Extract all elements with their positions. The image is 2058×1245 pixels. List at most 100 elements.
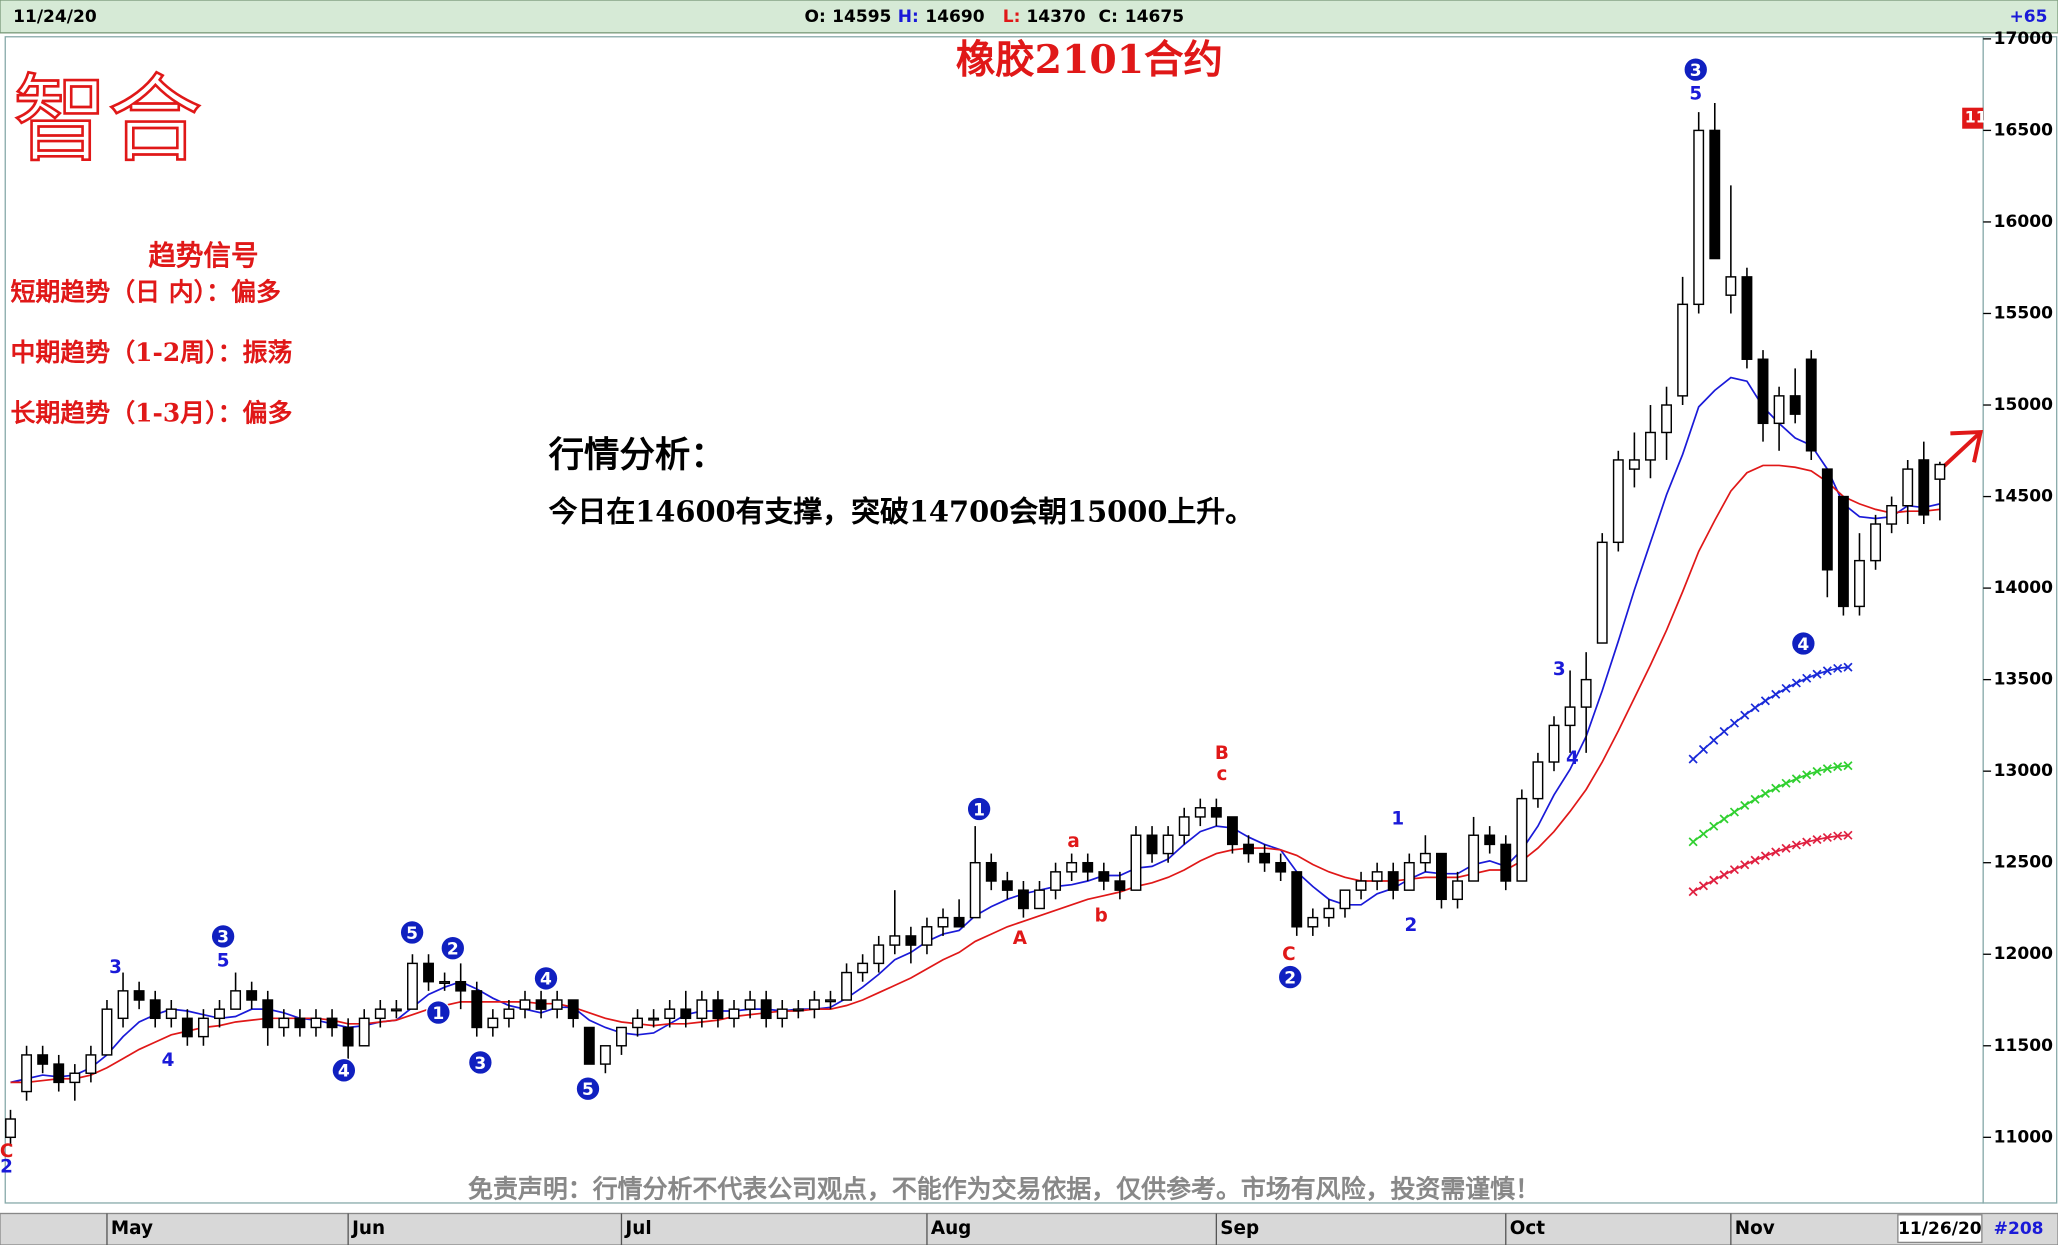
candle-body (1130, 834, 1142, 891)
disclaimer: 免责声明：行情分析不代表公司观点，不能作为交易依据，仅供参考。市场有风险，投资需… (468, 1175, 1540, 1204)
candle-body (1837, 495, 1849, 608)
candle-body (1677, 303, 1689, 397)
wave-label: 5 (217, 950, 230, 971)
price-flag-box (1962, 107, 1984, 129)
wave-label: 5 (582, 1080, 594, 1100)
candle-body (1532, 761, 1544, 800)
candle-body (85, 1054, 97, 1074)
candle-body (712, 999, 724, 1020)
header-bar (0, 0, 2058, 34)
candle-body (937, 916, 949, 928)
wave-marker (210, 923, 236, 949)
analysis-text: 今日在14600有支撑，突破14700会朝15000上升。 (549, 494, 1254, 528)
candle-body (278, 1017, 290, 1029)
wave-marker (533, 965, 559, 991)
wave-label: 5 (406, 924, 418, 944)
wave-label: C (1282, 944, 1295, 965)
candle-body (1821, 468, 1833, 571)
candle-body (985, 861, 997, 882)
trend-arrow (1941, 429, 1984, 469)
quote-value: 14370 (1026, 7, 1085, 27)
signal-line: 长期趋势（1-3月）：偏多 (11, 398, 293, 427)
candle-body (1452, 880, 1463, 901)
candle-body (423, 962, 434, 983)
y-tick-label: 11500 (1994, 1036, 2053, 1056)
price-flag: 11 (1965, 108, 1987, 127)
wave-marker (425, 1000, 451, 1026)
candle-body (1773, 395, 1785, 425)
candle-body (149, 999, 161, 1020)
candle-body (1243, 843, 1254, 855)
wave-label: 4 (338, 1062, 350, 1082)
candle-body (1178, 816, 1190, 836)
candle-body (1194, 807, 1206, 818)
analysis-title: 行情分析： (549, 435, 726, 476)
quote-label: H: (898, 7, 919, 27)
wave-marker (1683, 57, 1709, 83)
candle-body (808, 999, 820, 1010)
quote-value: 14595 (832, 7, 891, 27)
candle-body (230, 990, 242, 1010)
candle-body (792, 1008, 804, 1012)
candle-body (825, 999, 836, 1003)
candle-body (648, 1017, 660, 1021)
candle-body (1628, 459, 1640, 470)
candle-body (1355, 880, 1367, 891)
logo: 智合 (13, 65, 202, 175)
candle-body (181, 1017, 193, 1038)
candle-body (1034, 889, 1045, 910)
candle-body (696, 999, 708, 1020)
wave-label: 5 (1689, 84, 1702, 105)
projection-path (1692, 764, 1849, 843)
candle-body (1436, 852, 1447, 901)
wave-label: 4 (540, 970, 552, 990)
quote-label: C: (1099, 7, 1118, 27)
candle-body (632, 1017, 643, 1029)
wave-label: B (1215, 743, 1229, 764)
projection-line (1688, 761, 1853, 847)
candle-body (905, 935, 917, 946)
wave-marker (1790, 631, 1816, 656)
candle-body (262, 999, 274, 1029)
candle-body (37, 1054, 49, 1065)
candle-body (487, 1017, 499, 1029)
candle-body (197, 1017, 209, 1038)
candle-body (326, 1017, 338, 1029)
candle-body (390, 1008, 402, 1012)
candle-body (5, 1118, 16, 1139)
candle-body (101, 1008, 113, 1056)
candle-body (53, 1063, 65, 1084)
candle-body (407, 962, 418, 1010)
candle-body (1854, 559, 1865, 608)
y-tick-label: 14500 (1994, 487, 2053, 507)
candle-body (21, 1054, 33, 1093)
wave-label: 2 (1405, 915, 1418, 936)
candle-body (1580, 678, 1592, 708)
candle-body (1001, 880, 1013, 891)
candle-body (1693, 129, 1705, 306)
candle-body (214, 1008, 225, 1020)
candle-body (551, 999, 563, 1010)
candle-body (1066, 861, 1078, 873)
y-tick-label: 17000 (1994, 29, 2053, 49)
candle-body (841, 971, 853, 1001)
candle-body (1468, 834, 1480, 882)
x-tick-label: May (111, 1218, 153, 1239)
wave-label: 1 (432, 1004, 444, 1024)
candle-body (1387, 871, 1399, 891)
wave-label: 3 (109, 957, 122, 978)
candle-body (616, 1026, 627, 1047)
date-box (1897, 1214, 1983, 1244)
quote-value: 14675 (1125, 7, 1184, 27)
candle-body (1564, 706, 1576, 727)
wave-label: 2 (447, 940, 459, 960)
candle-body (680, 1008, 692, 1020)
candle-body (1934, 463, 1946, 480)
candle-body (1741, 276, 1753, 360)
candle-body (1548, 724, 1560, 763)
wave-label: c (1216, 764, 1227, 785)
wave-marker (575, 1076, 601, 1102)
wave-label: 4 (1566, 748, 1579, 769)
